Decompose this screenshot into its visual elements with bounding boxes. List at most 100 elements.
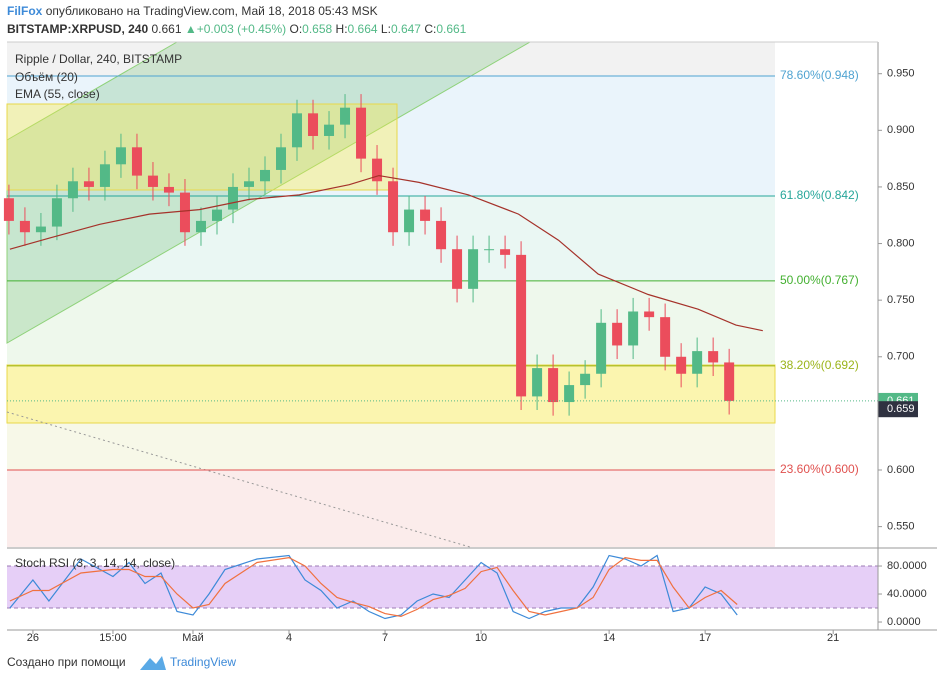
candle-body (35, 226, 46, 233)
low-label: L: (381, 22, 391, 36)
y-tick-label: 0.750 (887, 294, 915, 306)
ema-line (9, 174, 763, 332)
symbol: BITSTAMP:XRPUSD, 240 (7, 22, 148, 36)
publish-line: FilFox опубликовано на TradingView.com, … (7, 4, 378, 18)
candle-body (644, 311, 655, 318)
stoch-band (7, 566, 878, 609)
arrow-icon: ▲ (185, 22, 197, 36)
candle-body (83, 181, 94, 187)
fib-label: 78.60%(0.948) (780, 68, 859, 82)
candle-body (372, 158, 383, 182)
stoch-line (9, 556, 738, 618)
candle-body (516, 254, 527, 397)
footer-brand[interactable]: TradingView (170, 655, 236, 669)
price-tag (878, 401, 918, 418)
fib-band (7, 75, 775, 196)
candle-body (484, 249, 495, 251)
close-label: C: (424, 22, 436, 36)
candle-body (308, 113, 319, 136)
candle-body (548, 368, 559, 403)
y-tick-label: 0.950 (887, 68, 915, 80)
stoch-tick-label: 40.0000 (887, 588, 927, 600)
rectangle-drawing (6, 103, 398, 191)
fib-band (7, 280, 775, 366)
candle-body (276, 147, 287, 170)
close-value: 0.661 (436, 22, 466, 36)
support-zone (6, 364, 776, 424)
candle-body (356, 107, 367, 159)
published: опубликовано на TradingView.com, Май 18,… (46, 4, 378, 18)
fib-label: 61.80%(0.842) (780, 188, 859, 202)
x-tick-label: 14 (603, 632, 615, 644)
candle-body (564, 385, 575, 403)
price-tag-label: 0.659 (887, 403, 915, 415)
top-zone (7, 42, 775, 76)
y-tick-label: 0.800 (887, 237, 915, 249)
candle-body (324, 124, 335, 136)
fib-label: 50.00%(0.767) (780, 273, 859, 287)
candle-body (676, 356, 687, 374)
y-tick-label: 0.700 (887, 351, 915, 363)
candle-body (612, 322, 623, 346)
symbol-line: BITSTAMP:XRPUSD, 240 0.661 ▲+0.003 (+0.4… (7, 22, 467, 36)
change: +0.003 (+0.45%) (197, 22, 286, 36)
candle-body (596, 322, 607, 374)
candle-body (388, 181, 399, 233)
candle-body (211, 209, 222, 221)
stoch-title: Stoch RSI (3, 3, 14, 14, close) (15, 556, 175, 570)
author: FilFox (7, 4, 43, 18)
x-tick-label: Май (182, 632, 204, 644)
candle-body (708, 351, 719, 363)
pane-title: Ripple / Dollar, 240, BITSTAMP (15, 52, 182, 66)
fib-label: 38.20%(0.692) (780, 358, 859, 372)
candle-body (131, 147, 142, 176)
candle-body (420, 209, 431, 221)
footer-text: Создано при помощи (7, 655, 126, 669)
stoch-tick-label: 80.0000 (887, 560, 927, 572)
high-value: 0.664 (348, 22, 378, 36)
candle-body (404, 209, 415, 233)
last: 0.661 (151, 22, 181, 36)
x-tick-label: 26 (27, 632, 39, 644)
candle-body (628, 311, 639, 346)
candle-body (468, 249, 479, 289)
candle-body (692, 351, 703, 374)
tradingview-logo (140, 656, 166, 670)
low-value: 0.647 (391, 22, 421, 36)
fib-band (7, 470, 775, 547)
y-tick-label: 0.600 (887, 464, 915, 476)
x-tick-label: 17 (699, 632, 711, 644)
candle-body (179, 192, 190, 233)
candle-body (227, 186, 238, 210)
fib-label: 23.60%(0.600) (780, 462, 859, 476)
y-tick-label: 0.900 (887, 124, 915, 136)
volume-legend: Объём (20) (15, 70, 78, 84)
candle-body (500, 249, 511, 255)
x-tick-label: 4 (286, 632, 292, 644)
candle-body (660, 317, 671, 357)
candle-body (724, 362, 735, 401)
candle-body (19, 220, 30, 233)
y-tick-label: 0.850 (887, 181, 915, 193)
open-label: O: (290, 22, 303, 36)
high-label: H: (336, 22, 348, 36)
stoch-tick-label: 0.0000 (887, 616, 921, 628)
candle-body (580, 373, 591, 386)
candle-body (340, 107, 351, 125)
price-pane: 78.60%(0.948) 61.80%(0.842) 50.00%(0.767) 3… (3, 68, 927, 644)
ema-legend: EMA (55, close) (15, 87, 100, 101)
candle-body (292, 113, 303, 148)
candle-body (452, 249, 463, 289)
candle-body (3, 198, 14, 221)
x-tick-label: 7 (382, 632, 388, 644)
y-tick-label: 0.550 (887, 521, 915, 533)
candle-body (163, 186, 174, 193)
candle-body (260, 169, 271, 182)
x-tick-label: 10 (475, 632, 487, 644)
candle-body (243, 181, 254, 187)
candle-body (532, 368, 543, 397)
candle-body (195, 220, 206, 233)
candle-body (99, 164, 110, 187)
x-tick-label: 15:00 (99, 632, 127, 644)
